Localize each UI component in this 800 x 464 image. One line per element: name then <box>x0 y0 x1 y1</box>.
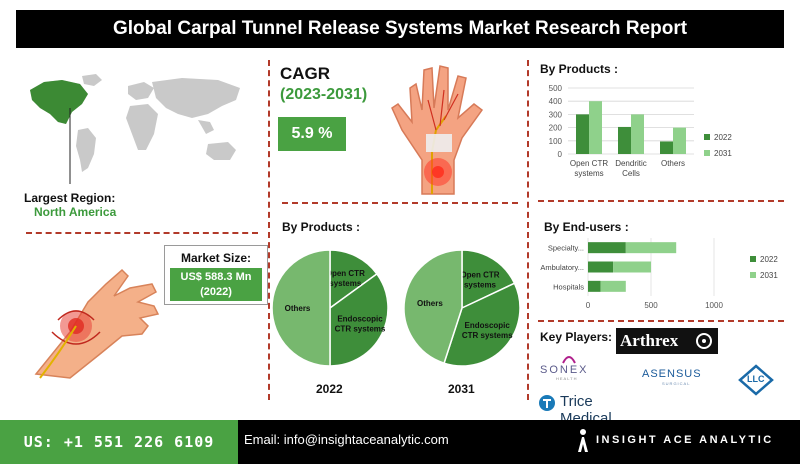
market-size-card: Market Size: US$ 588.3 Mn (2022) <box>164 245 268 305</box>
legend-swatch <box>704 150 710 156</box>
footer-phone[interactable]: US: +1 551 226 6109 <box>0 420 238 464</box>
wrist-illustration <box>391 65 484 195</box>
divider <box>538 200 784 202</box>
bar <box>588 242 626 254</box>
bar <box>660 141 673 154</box>
enduser-section-title: By End-users : <box>544 220 629 234</box>
bar <box>618 126 631 154</box>
pie-slice <box>329 249 378 310</box>
bar <box>576 114 589 154</box>
legend-swatch <box>750 256 756 262</box>
pie-slice <box>329 272 389 367</box>
x-tick-label: 0 <box>586 301 591 310</box>
legend-label: 2022 <box>760 255 778 264</box>
y-tick-label: 400 <box>549 97 563 106</box>
products-bar-chart: 0 100 200 300 400 500 Open CTR systems Dendritic… <box>549 84 733 178</box>
sonex-logo: SONEX HEALTH <box>538 354 600 381</box>
pie-year-2022: 2022 <box>316 382 343 396</box>
market-size-value: US$ 588.3 Mn (2022) <box>170 268 262 301</box>
bar <box>625 242 677 254</box>
bar <box>631 114 644 154</box>
pie-slice <box>271 249 331 367</box>
pies-section-title: By Products : <box>282 220 361 234</box>
divider <box>538 320 784 322</box>
legend-swatch <box>704 134 710 140</box>
x-tick-label: 500 <box>644 301 658 310</box>
brand-logo-icon <box>578 429 588 452</box>
divider <box>527 60 529 400</box>
y-tick-label: 0 <box>558 150 563 159</box>
pie-slice-label: Endoscopic CTR systems <box>335 314 386 333</box>
legend-label: 2022 <box>714 133 732 142</box>
world-map-image <box>30 74 240 184</box>
bar-section-title: By Products : <box>540 62 619 76</box>
y-tick-label: 200 <box>549 124 563 133</box>
asensus-logo-text: ASENSUS <box>642 368 702 380</box>
pie-year-2031: 2031 <box>448 382 475 396</box>
asensus-logo: ASENSUS SURGICAL <box>642 368 722 392</box>
pie-slice-label: Others <box>417 299 443 308</box>
x-tick-label: Open CTR systems <box>570 159 608 178</box>
arthrex-logo: Arthrex <box>616 328 718 354</box>
divider <box>282 202 518 204</box>
bar <box>588 261 614 273</box>
llc-logo-text: LLC <box>747 374 765 384</box>
y-tick-label: Ambulatory... <box>540 263 584 272</box>
pie-slice <box>403 249 463 365</box>
hand-pain-illustration <box>34 268 160 379</box>
x-tick-label: Others <box>661 159 685 168</box>
legend-swatch <box>750 272 756 278</box>
llc-logo: LLC <box>738 364 774 396</box>
pie-slice-label: Others <box>285 304 311 313</box>
divider <box>268 60 270 400</box>
footer-email[interactable]: Email: info@insightaceanalytic.com <box>244 432 449 447</box>
pie-slice-label: Open CTR systems <box>326 269 365 288</box>
product-pie-charts: Open CTR systems Endoscopic CTR systems Othe… <box>271 249 521 367</box>
largest-region-value: North America <box>34 205 117 219</box>
bar <box>613 261 651 273</box>
cagr-value: 5.9 % <box>278 117 346 151</box>
pie-slice <box>443 282 521 367</box>
north-america-highlight <box>30 80 88 124</box>
divider <box>26 232 258 234</box>
legend-label: 2031 <box>714 149 732 158</box>
pie-slice-label: Endoscopic CTR systems <box>462 321 513 340</box>
market-size-label: Market Size: <box>180 251 252 265</box>
y-tick-label: 300 <box>549 110 563 119</box>
sonex-logo-text: SONEX <box>540 364 589 376</box>
pie-slice-label: Open CTR systems <box>460 271 499 290</box>
footer-brand: INSIGHT ACE ANALYTIC <box>596 434 774 446</box>
arthrex-logo-text: Arthrex <box>620 331 679 350</box>
bar <box>589 101 602 154</box>
market-size-amount: US$ 588.3 Mn <box>180 271 252 283</box>
trice-medical-logo: Trice Medical <box>538 392 648 427</box>
page-title: Global Carpal Tunnel Release Systems Mar… <box>16 10 784 48</box>
cagr-title: CAGR <box>280 64 331 83</box>
key-players-title: Key Players: <box>540 330 613 344</box>
y-tick-label: 100 <box>549 137 563 146</box>
largest-region-label: Largest Region: <box>24 191 116 205</box>
bar <box>588 280 601 292</box>
footer-bar <box>238 420 800 464</box>
asensus-logo-subtext: SURGICAL <box>662 381 691 386</box>
endusers-bar-chart: 0 500 1000 Specialty... Ambulatory... Hospita… <box>540 238 778 310</box>
legend-label: 2031 <box>760 271 778 280</box>
pie-slice <box>461 249 516 310</box>
x-tick-label: Dendritic Cells <box>615 159 647 178</box>
bar <box>600 280 626 292</box>
y-tick-label: Hospitals <box>553 282 584 291</box>
x-tick-label: 1000 <box>705 301 723 310</box>
y-tick-label: 500 <box>549 84 563 93</box>
sonex-logo-subtext: HEALTH <box>556 376 578 381</box>
bar <box>673 127 686 154</box>
y-tick-label: Specialty... <box>548 244 584 253</box>
market-size-year: (2022) <box>200 286 232 298</box>
cagr-years: (2023-2031) <box>280 86 368 103</box>
